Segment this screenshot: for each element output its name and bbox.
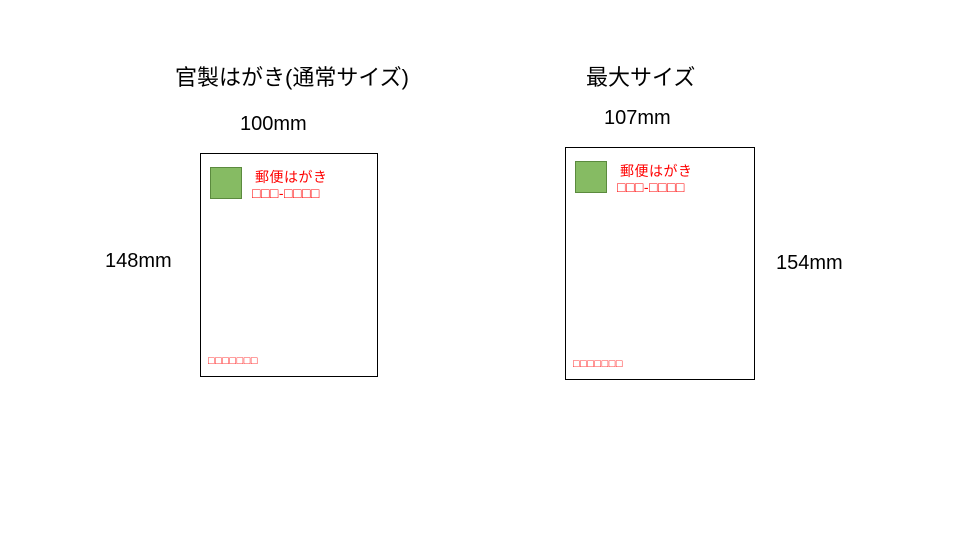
postcard-header-text: 郵便はがき xyxy=(255,167,328,187)
postcard-header-text: 郵便はがき xyxy=(620,161,693,181)
stamp-box xyxy=(575,161,607,193)
bottom-boxes: □□□□□□□ xyxy=(573,358,623,370)
card-title: 最大サイズ xyxy=(586,60,695,92)
card-title: 官製はがき(通常サイズ) xyxy=(175,60,409,92)
width-dimension: 100mm xyxy=(240,113,307,136)
stamp-box xyxy=(210,167,242,199)
width-dimension: 107mm xyxy=(604,107,671,130)
postal-code-boxes: □□□-□□□□ xyxy=(252,185,320,201)
height-dimension: 148mm xyxy=(105,250,172,273)
postal-code-boxes: □□□-□□□□ xyxy=(617,179,685,195)
height-dimension: 154mm xyxy=(776,252,843,275)
bottom-boxes: □□□□□□□ xyxy=(208,355,258,367)
